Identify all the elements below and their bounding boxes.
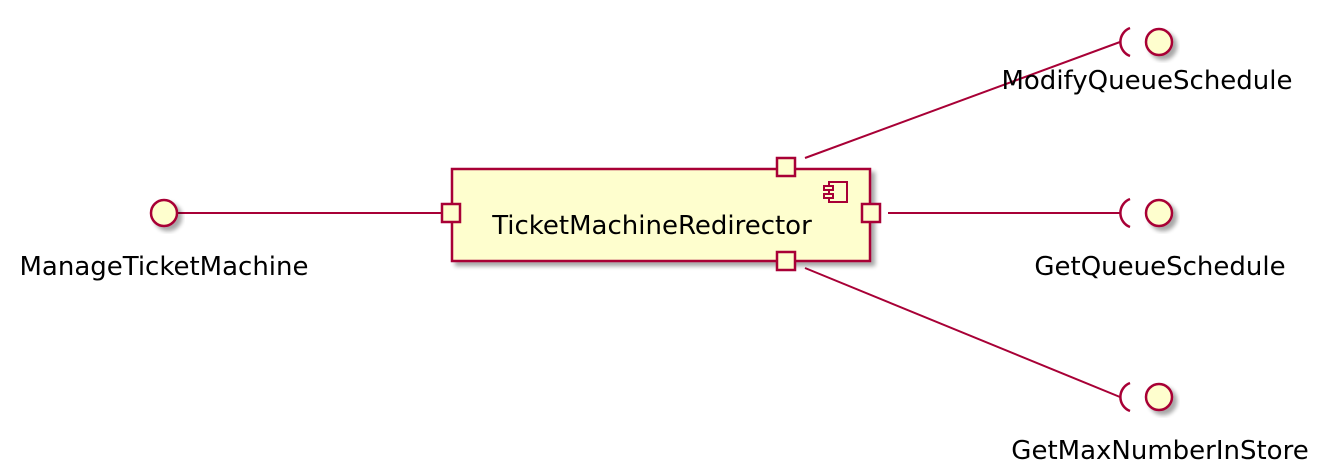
connectors <box>178 41 1121 398</box>
port-bottom <box>775 250 797 272</box>
socket-icon <box>1119 197 1131 229</box>
port-right <box>860 202 882 224</box>
connector-modify <box>804 41 1121 159</box>
component-icon <box>823 181 848 203</box>
interface-label-modify: ModifyQueueSchedule <box>1001 66 1292 96</box>
interface-label-manage: ManageTicketMachine <box>19 252 308 282</box>
socket-icon <box>1119 26 1131 58</box>
provided-interface[interactable]: ManageTicketMachine <box>19 198 309 282</box>
required-interface-get-queue[interactable]: GetQueueSchedule <box>1034 197 1286 282</box>
port-top <box>775 156 797 178</box>
component-box[interactable]: TicketMachineRedirector <box>450 167 872 263</box>
interface-circle-icon <box>149 198 179 228</box>
socket-icon <box>1119 381 1131 413</box>
port-left <box>440 202 462 224</box>
required-interface-modify[interactable]: ModifyQueueSchedule <box>1001 26 1293 96</box>
interface-label-get-max: GetMaxNumberInStore <box>1011 436 1308 466</box>
ports <box>440 156 882 272</box>
connector-get-max <box>804 267 1121 398</box>
interface-circle-icon <box>1144 27 1174 57</box>
component-label: TicketMachineRedirector <box>491 211 812 241</box>
interface-label-get-queue: GetQueueSchedule <box>1034 252 1285 282</box>
required-interface-get-max[interactable]: GetMaxNumberInStore <box>1011 381 1309 466</box>
interface-circle-icon <box>1144 382 1174 412</box>
interface-circle-icon <box>1144 198 1174 228</box>
